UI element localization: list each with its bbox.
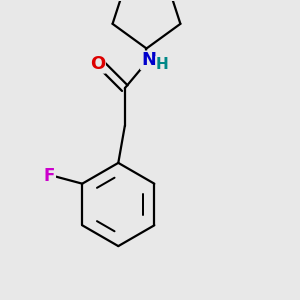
Text: H: H [156,57,169,72]
Text: N: N [141,51,156,69]
Text: F: F [44,167,55,184]
Text: O: O [90,55,105,73]
